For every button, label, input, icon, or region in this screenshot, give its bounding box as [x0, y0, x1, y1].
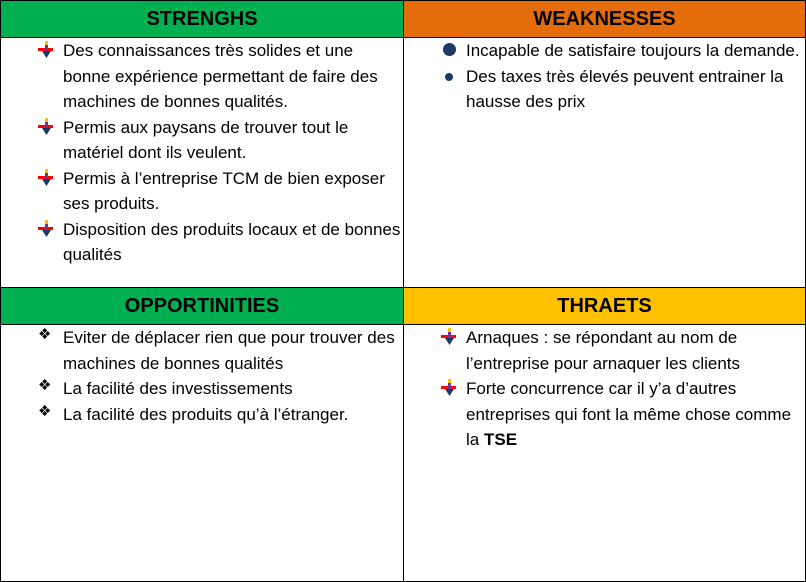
arrow-bullet-icon [38, 219, 53, 237]
vertical-divider [403, 1, 404, 581]
threats-list: Arnaques : se répondant au nom de l’entr… [404, 325, 805, 453]
list-item: Incapable de satisfaire toujours la dema… [404, 38, 805, 64]
strengths-title: STRENGHS [146, 7, 258, 30]
weaknesses-list: Incapable de satisfaire toujours la dema… [404, 38, 805, 115]
strengths-cell: Des connaissances très solides et une bo… [1, 38, 403, 287]
threats-cell: Arnaques : se répondant au nom de l’entr… [404, 325, 805, 581]
diamond-bullet-icon: ❖ [38, 402, 52, 420]
threats-header: THRAETS [404, 288, 805, 325]
circle-bullet-icon [445, 72, 453, 81]
threats-title: THRAETS [557, 294, 652, 317]
list-item: Arnaques : se répondant au nom de l’entr… [404, 325, 805, 376]
arrow-bullet-icon [441, 379, 456, 396]
list-item: ❖ La facilité des produits qu’à l’étrang… [38, 402, 349, 424]
diamond-bullet-icon: ❖ [38, 377, 52, 394]
opportunities-list: ❖ Eviter de déplacer rien que pour trouv… [1, 325, 403, 427]
list-item: Des connaissances très solides et une bo… [1, 38, 403, 115]
arrow-bullet-icon [38, 168, 53, 186]
arrow-bullet-icon [38, 117, 53, 135]
opportunities-cell: ❖ Eviter de déplacer rien que pour trouv… [1, 325, 403, 581]
circle-bullet-icon [443, 43, 456, 56]
arrow-bullet-icon [38, 41, 53, 58]
strengths-list: Des connaissances très solides et une bo… [1, 38, 403, 268]
diamond-bullet-icon: ❖ [38, 326, 52, 343]
list-item: Permis à l’entreprise TCM de bien expose… [1, 166, 403, 217]
list-item: Des taxes très élevés peuvent entrainer … [404, 64, 805, 115]
list-item: ❖ Eviter de déplacer rien que pour trouv… [38, 326, 395, 373]
strengths-header: STRENGHS [1, 1, 403, 38]
tse-bold-text: TSE [483, 430, 518, 449]
list-item: Disposition des produits locaux et de bo… [1, 217, 403, 268]
list-item: Permis aux paysans de trouver tout le ma… [1, 115, 403, 166]
horizontal-divider [1, 287, 805, 288]
weaknesses-cell: Incapable de satisfaire toujours la dema… [404, 38, 805, 287]
weaknesses-header: WEAKNESSES [404, 1, 805, 38]
weaknesses-title: WEAKNESSES [533, 7, 676, 30]
opportunities-title: OPPORTINITIES [124, 294, 280, 317]
opportunities-header: OPPORTINITIES [1, 288, 403, 325]
arrow-bullet-icon [441, 328, 456, 345]
list-item: ❖ La facilité des investissements [38, 377, 293, 398]
list-item: Forte concurrence car il y’a d’autres en… [404, 376, 805, 453]
